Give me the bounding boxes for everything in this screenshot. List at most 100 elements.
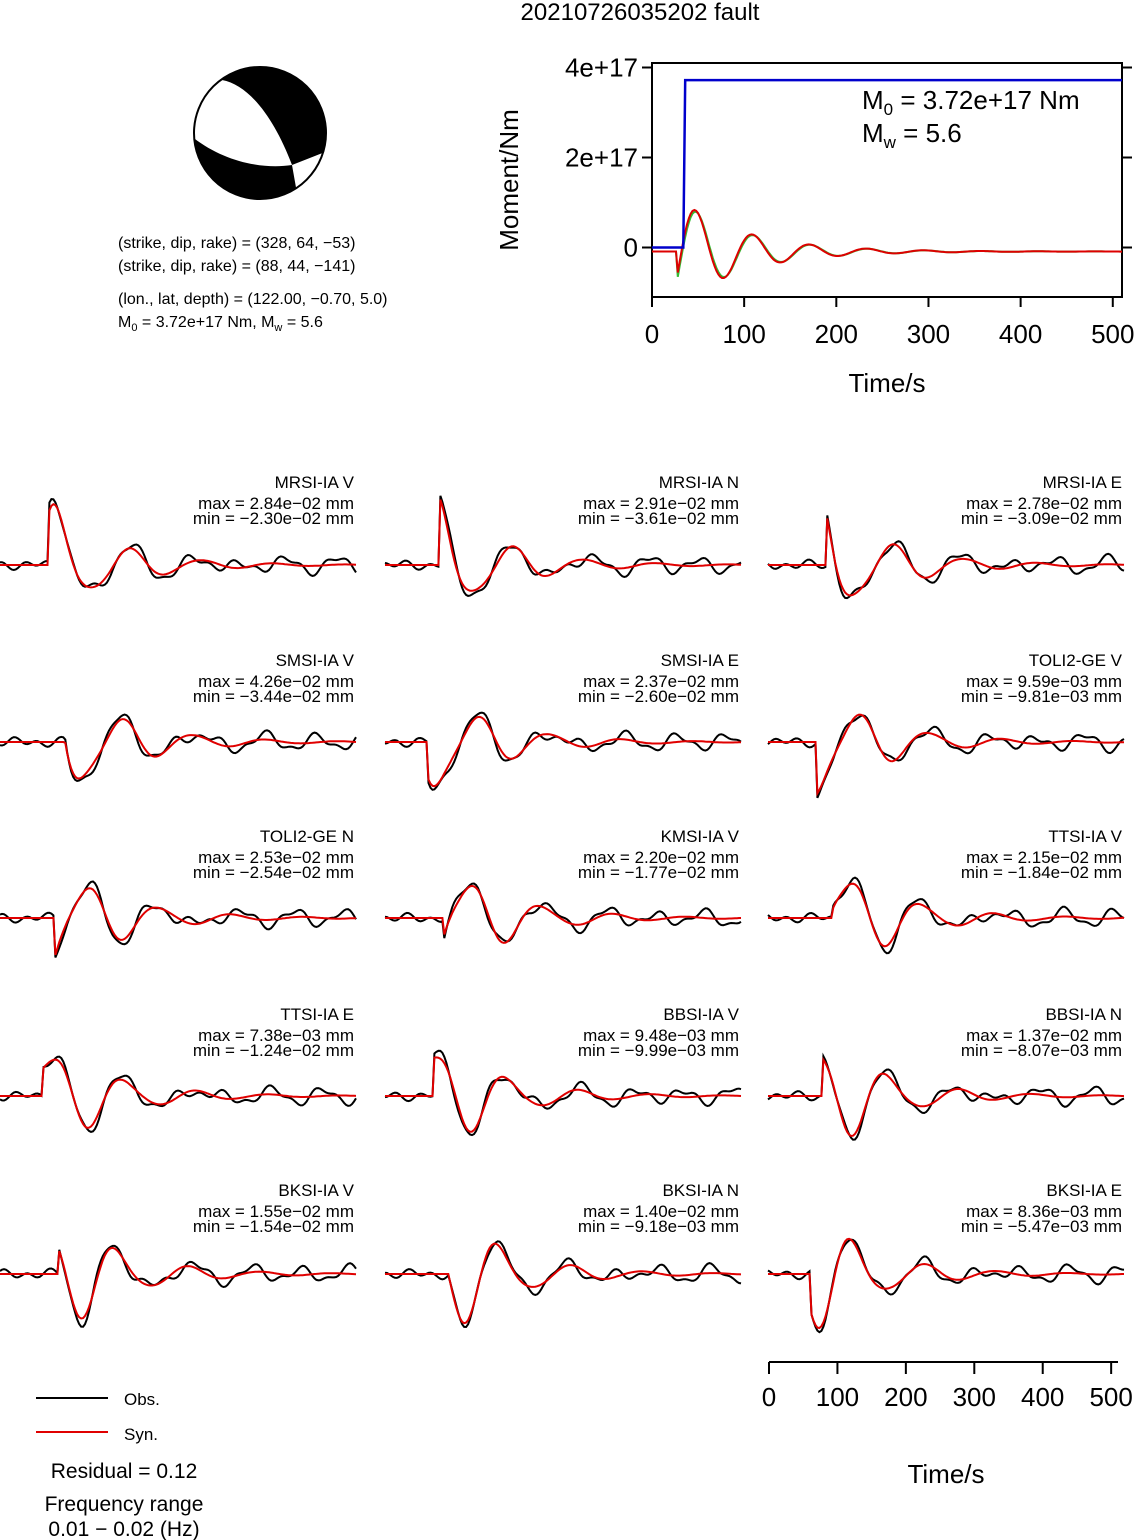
synthetic-trace [0,718,357,780]
trace-max-label: max = 2.91e−02 mm [583,494,739,513]
synthetic-trace [768,882,1125,948]
trace-station-label: MRSI-IA N [659,473,739,492]
trace-station-label: SMSI-IA E [661,651,739,670]
trace-min-label: min = −8.07e−03 mm [961,1041,1122,1060]
moment-xtick-label: 300 [907,319,950,349]
observed-trace [0,1244,357,1328]
trace-station-label: BKSI-IA N [662,1181,739,1200]
trace-min-label: min = −3.61e−02 mm [578,509,739,528]
moment-ytick-label: 4e+17 [565,53,638,83]
trace-max-label: max = 7.38e−03 mm [198,1026,354,1045]
trace-min-label: min = −5.47e−03 mm [961,1217,1122,1236]
waveform-xtick-label: 200 [884,1382,927,1412]
cumulative-moment-line [652,78,1122,249]
trace-max-label: max = 2.53e−02 mm [198,848,354,867]
trace-min-label: min = −1.84e−02 mm [961,863,1122,882]
legend-syn-label: Syn. [124,1425,158,1444]
moment-xtick-label: 0 [645,319,659,349]
trace-max-label: max = 2.20e−02 mm [583,848,739,867]
observed-trace [0,713,357,782]
trace-min-label: min = −3.09e−02 mm [961,509,1122,528]
moment-annot-m0: M0 = 3.72e+17 Nm [862,85,1080,119]
moment-xtick-label: 200 [815,319,858,349]
legend: Obs. Syn. [36,1390,160,1444]
waveform-xtick-label: 500 [1089,1382,1132,1412]
trace-max-label: max = 9.59e−03 mm [966,672,1122,691]
trace-max-label: max = 4.26e−02 mm [198,672,354,691]
trace-min-label: min = −9.81e−03 mm [961,687,1122,706]
observed-trace [384,1240,742,1329]
synthetic-trace [768,713,1125,797]
synthetic-trace [768,1237,1124,1330]
moment-chart-frame [651,62,1123,298]
trace-max-label: max = 9.48e−03 mm [583,1026,739,1045]
trace-max-label: max = 2.84e−02 mm [198,494,354,513]
moment-ytick-label: 2e+17 [565,143,638,173]
moment-xtick-label: 500 [1091,319,1134,349]
observed-trace [384,711,742,791]
waveform-xtick-label: 400 [1021,1382,1064,1412]
observed-trace [767,515,1125,600]
trace-station-label: MRSI-IA E [1043,473,1122,492]
synthetic-trace [0,1246,357,1320]
trace-min-label: min = −1.77e−02 mm [578,863,739,882]
trace-max-label: max = 2.78e−02 mm [966,494,1122,513]
beachball [193,66,327,200]
trace-station-label: BKSI-IA E [1046,1181,1122,1200]
waveform-xtick-label: 300 [953,1382,996,1412]
trace-station-label: TTSI-IA E [280,1005,354,1024]
trace-min-label: min = −9.18e−03 mm [578,1217,739,1236]
trace-max-label: max = 1.37e−02 mm [966,1026,1122,1045]
trace-max-label: max = 2.15e−02 mm [966,848,1122,867]
observed-trace [384,1049,742,1137]
observed-trace [767,876,1125,955]
trace-station-label: SMSI-IA V [276,651,355,670]
stf-wave-green [652,210,1123,279]
legend-obs-label: Obs. [124,1390,160,1409]
frequency-value: 0.01 − 0.02 (Hz) [48,1518,199,1540]
observed-trace [0,1055,357,1133]
residual-text: Residual = 0.12 [51,1460,198,1483]
synthetic-trace [0,503,357,589]
trace-station-label: BBSI-IA N [1045,1005,1122,1024]
waveform-xtick-label: 0 [762,1382,776,1412]
synthetic-trace [385,1242,742,1325]
trace-station-label: BKSI-IA V [278,1181,354,1200]
mechanism-plane2: (strike, dip, rake) = (88, 44, −141) [118,258,355,275]
observed-trace [0,880,357,958]
synthetic-trace [0,1058,357,1129]
synthetic-trace [385,499,741,592]
moment-ylabel: Moment/Nm [494,109,524,251]
trace-min-label: min = −1.24e−02 mm [193,1041,354,1060]
trace-max-label: max = 1.40e−02 mm [583,1202,739,1221]
synthetic-trace [385,715,741,788]
waveform-xlabel: Time/s [907,1459,984,1489]
moment-xtick-label: 400 [999,319,1042,349]
trace-min-label: min = −9.99e−03 mm [578,1041,739,1060]
synthetic-trace [385,884,741,944]
synthetic-trace [385,1056,742,1133]
figure-title: 20210726035202 fault [521,0,760,26]
trace-max-label: max = 8.36e−03 mm [966,1202,1122,1221]
moment-xtick-label: 100 [722,319,765,349]
moment-xlabel: Time/s [848,368,925,398]
mechanism-moment: M0 = 3.72e+17 Nm, Mw = 5.6 [118,314,323,334]
trace-min-label: min = −1.54e−02 mm [193,1217,354,1236]
trace-max-label: max = 1.55e−02 mm [198,1202,354,1221]
mechanism-location: (lon., lat, depth) = (122.00, −0.70, 5.0… [118,291,388,308]
stf-wave-red [652,208,1122,279]
frequency-label: Frequency range [45,1493,204,1516]
synthetic-trace [768,518,1125,597]
